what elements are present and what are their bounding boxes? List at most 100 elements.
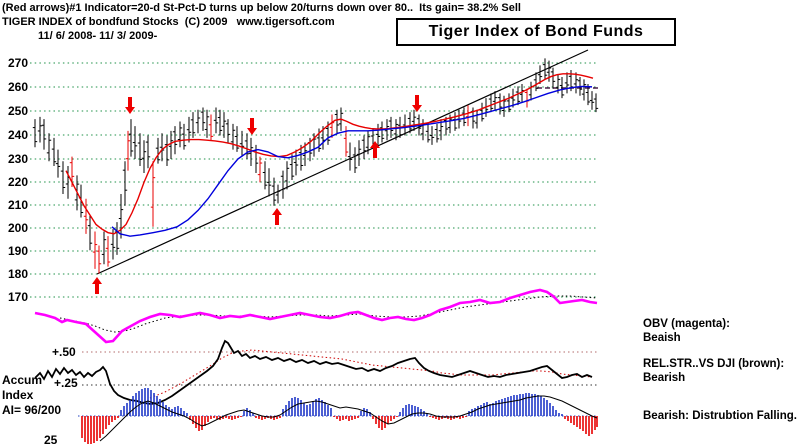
candle-red [83, 198, 89, 234]
obv-status: Beaish [643, 332, 681, 344]
obv-label: OBV (magenta): [643, 318, 730, 330]
candle-red [150, 161, 156, 227]
candle [78, 184, 84, 218]
candle-red [92, 231, 98, 269]
candle [488, 93, 494, 113]
candle [506, 93, 512, 113]
candle [384, 119, 390, 141]
candle [402, 114, 408, 136]
candle [311, 133, 317, 157]
candle [515, 86, 521, 106]
candle [365, 130, 371, 155]
candle [186, 116, 192, 143]
candle [397, 116, 403, 138]
price-axis-label: 230 [7, 152, 28, 166]
candle [461, 107, 467, 127]
candle [195, 109, 201, 134]
candle [452, 112, 458, 131]
scale-label-plus50: +.50 [52, 345, 76, 359]
candle [128, 119, 134, 157]
candle [213, 107, 219, 134]
candle [456, 109, 462, 129]
price-gridlines [30, 62, 598, 298]
candlesticks [32, 58, 599, 274]
signal-arrows [92, 95, 422, 294]
candle [542, 58, 548, 80]
sell-arrow-icon [412, 95, 422, 112]
candle [393, 119, 399, 141]
candle [546, 60, 552, 82]
candle [420, 119, 426, 141]
candle [510, 88, 516, 108]
candle [416, 114, 422, 136]
candle [32, 119, 38, 148]
candle [470, 107, 476, 129]
candle [302, 142, 308, 166]
candle [585, 84, 591, 106]
scale-label-plus25: +.25 [54, 376, 78, 390]
candle [41, 119, 47, 150]
candle [65, 165, 71, 199]
candle [284, 161, 290, 190]
candle [370, 128, 376, 148]
price-axis-label: 190 [7, 244, 28, 258]
chart-title-box: Tiger Index of Bond Funds [396, 18, 676, 46]
candle [361, 135, 367, 159]
candle-red [524, 88, 530, 108]
candle [87, 215, 93, 251]
candle [271, 177, 277, 206]
candle [164, 135, 170, 166]
candle-red [343, 126, 349, 157]
accum-ai-value: AI= 96/200 [2, 403, 62, 417]
candle [172, 126, 178, 155]
candle [411, 109, 417, 131]
candle [497, 93, 503, 115]
price-axis-label: 240 [7, 128, 28, 142]
candle [37, 116, 43, 143]
candle [55, 149, 61, 178]
candle [528, 81, 534, 101]
candle [550, 67, 556, 89]
candle [593, 93, 599, 113]
candle [289, 154, 295, 180]
candle-red [208, 114, 214, 141]
buy-arrow-icon [92, 277, 102, 294]
candle-red [465, 105, 471, 127]
accumulation-histogram [81, 388, 598, 444]
candle [501, 95, 507, 117]
scale-label-25: 25 [44, 433, 58, 444]
candle [190, 112, 196, 138]
price-axis-label: 250 [7, 104, 28, 118]
candle [110, 229, 116, 260]
buy-arrow-icon [272, 208, 282, 225]
candle [407, 112, 413, 134]
candle [244, 133, 250, 159]
candle [239, 130, 245, 157]
candle [568, 70, 574, 92]
candle [537, 65, 543, 85]
candle [564, 72, 570, 94]
candle [379, 121, 385, 143]
indicator-description: (Red arrows)#1 Indicator=20-d St-Pct-D t… [2, 2, 521, 14]
candle [338, 107, 344, 131]
candle [316, 128, 322, 152]
candle [181, 123, 187, 150]
candle [375, 123, 381, 145]
candle [555, 74, 561, 94]
candle [447, 114, 453, 134]
relstr-status: Bearish [643, 372, 686, 384]
candle [298, 144, 304, 171]
candle [589, 91, 595, 110]
price-axis-label: 200 [7, 221, 28, 235]
candle [492, 91, 498, 110]
candle [204, 109, 210, 138]
candle [334, 109, 340, 134]
candle [225, 119, 231, 143]
candle [155, 137, 161, 164]
candle-red [257, 156, 263, 183]
price-axis-label: 180 [7, 267, 28, 281]
relstr-label: REL.STR..VS DJI (brown): [643, 358, 785, 370]
sell-arrow-icon [125, 97, 135, 114]
candle [325, 121, 331, 145]
candle [266, 168, 272, 197]
